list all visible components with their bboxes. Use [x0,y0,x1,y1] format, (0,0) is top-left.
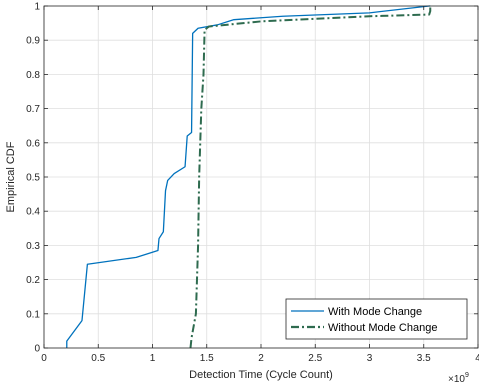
x-tick-label: 4 [475,353,479,364]
y-tick-label: 0 [34,344,40,355]
y-tick-label: 0.1 [26,309,40,320]
x-tick-label: 3.5 [417,353,431,364]
y-tick-label: 0.4 [26,207,40,218]
x-axis-label: Detection Time (Cycle Count) [189,369,333,381]
y-tick-label: 0.8 [26,70,40,81]
series-group [66,5,432,349]
x-tick-label: 1.5 [200,353,214,364]
x-tick-label: 0.5 [91,353,105,364]
y-axis-ticks: 0 0.1 0.2 0.3 0.4 0.5 0.6 0.7 0.8 0.9 1 [26,2,478,355]
y-tick-label: 0.9 [26,36,40,47]
y-tick-label: 0.5 [26,173,40,184]
x-axis-exponent: ×109 [448,372,469,385]
series-line-without-mode-change [189,6,432,349]
x-tick-label: 2.5 [308,353,322,364]
y-tick-label: 0.7 [26,104,40,115]
legend-label: With Mode Change [328,306,422,318]
y-tick-label: 0.2 [26,275,40,286]
series-line-with-mode-change [66,5,431,348]
y-tick-label: 0.3 [26,241,40,252]
x-tick-label: 2 [258,353,264,364]
legend: With Mode Change Without Mode Change [285,298,468,340]
x-axis-ticks: 0 0.5 1 1.5 2 2.5 3 3.5 4 [41,6,479,364]
y-tick-label: 1 [34,2,40,13]
x-tick-label: 1 [150,353,156,364]
y-axis-label: Empirical CDF [5,141,17,212]
x-exponent-base: ×10 [448,374,465,385]
x-tick-label: 0 [41,353,47,364]
x-exponent-power: 9 [465,372,469,379]
y-tick-label: 0.6 [26,138,40,149]
legend-box [285,298,468,340]
x-tick-label: 3 [367,353,373,364]
legend-label: Without Mode Change [328,322,437,334]
